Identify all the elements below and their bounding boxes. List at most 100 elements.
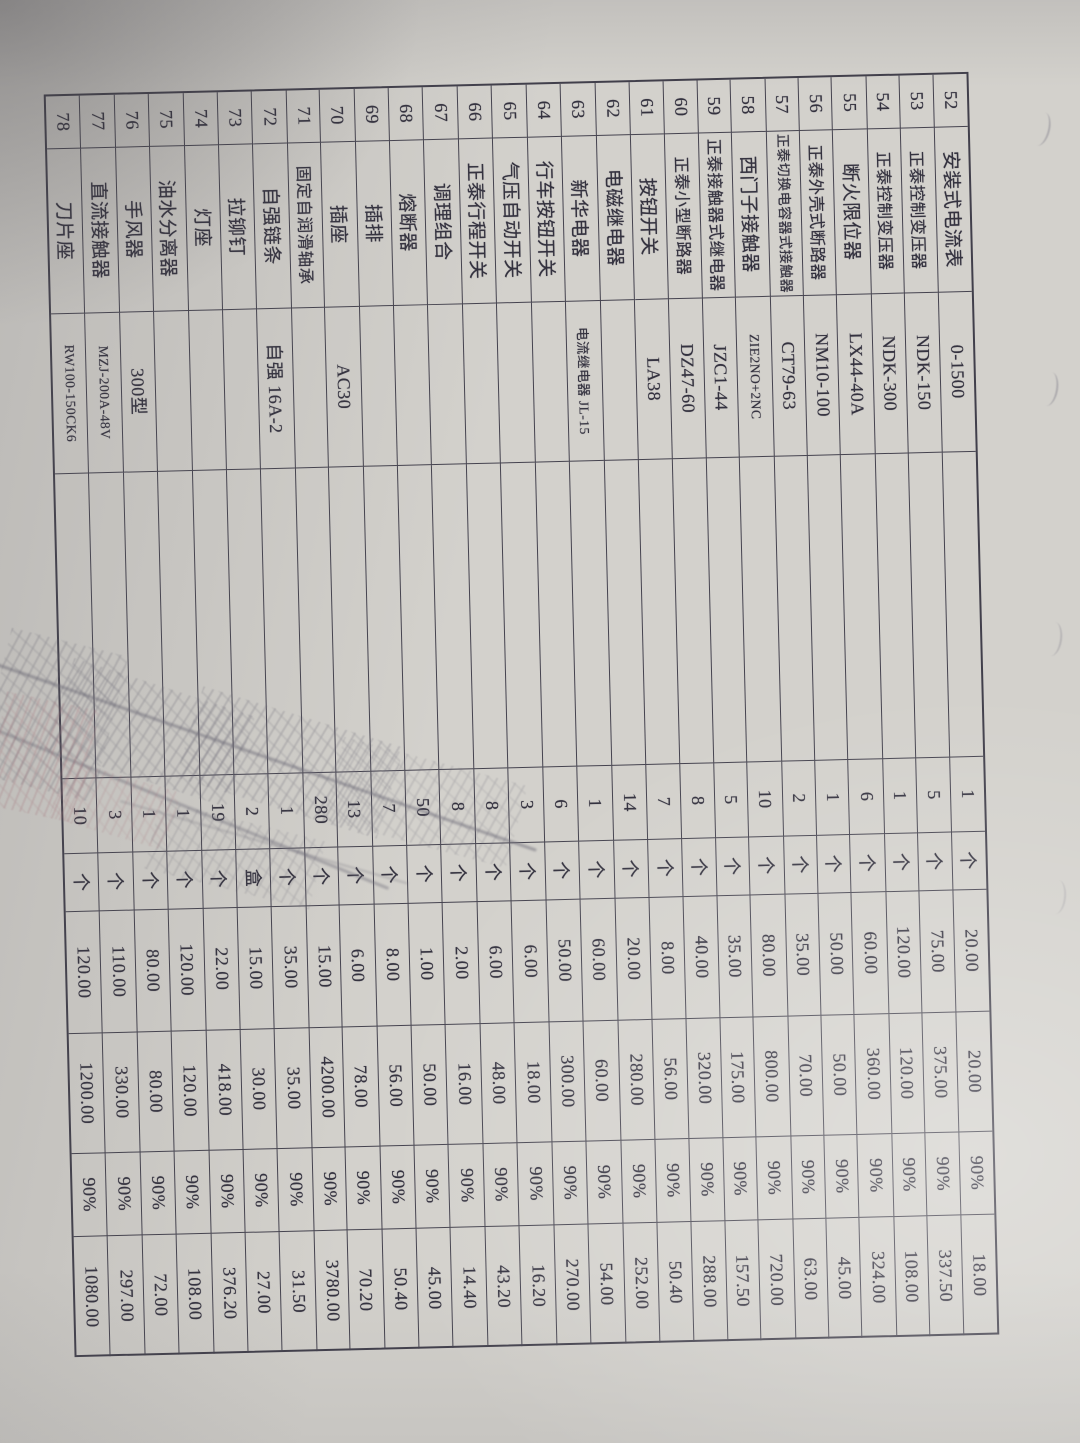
cell-discounted-total: 43.20 [484, 1226, 522, 1348]
cell-unit: 个 [304, 847, 339, 907]
cell-discounted-total: 108.00 [893, 1216, 930, 1338]
cell-quantity: 10 [746, 761, 783, 838]
cell-unit-price: 60.00 [579, 898, 618, 1022]
cell-serial-number: 67 [422, 86, 458, 141]
cell-quantity: 1 [267, 773, 305, 850]
cell-serial-number: 59 [696, 79, 732, 134]
cell-quantity: 7 [645, 764, 682, 840]
cell-amount: 16.00 [445, 1024, 483, 1145]
cell-discount: 90% [856, 1134, 894, 1218]
cell-serial-number: 73 [216, 91, 253, 146]
cell-item-name: 正泰控制变压器 [866, 128, 905, 295]
cell-amount: 1200.00 [68, 1033, 106, 1155]
cell-unit: 个 [647, 839, 683, 898]
cell-unit: 个 [132, 851, 168, 911]
cell-amount: 120.00 [170, 1030, 209, 1152]
cell-item-name: 电磁继电器 [595, 135, 634, 301]
cell-model-spec: NM10-100 [802, 295, 841, 456]
cell-unit: 个 [406, 845, 443, 904]
cell-quantity: 1 [814, 760, 850, 836]
cell-model-spec: MZJ-200A-48V [84, 312, 123, 474]
cell-item-name: 正泰接触器式继电器 [697, 132, 736, 299]
cell-serial-number: 78 [45, 95, 81, 150]
cell-discount: 90% [344, 1146, 382, 1231]
cell-discount: 90% [173, 1150, 211, 1235]
edge-curl-mark [1046, 879, 1068, 915]
cell-unit-price: 120.00 [885, 891, 922, 1015]
cell-serial-number: 66 [456, 85, 493, 140]
cell-item-name: 行车按钮开关 [526, 136, 566, 303]
cell-unit: 个 [269, 848, 306, 908]
cell-quantity: 1 [948, 756, 986, 833]
cell-amount: 48.00 [479, 1023, 517, 1145]
cell-item-name: 气压自动开关 [492, 137, 531, 304]
cell-item-name: 安装式电流表 [933, 126, 972, 293]
cell-amount: 360.00 [853, 1014, 892, 1135]
cell-unit-price: 120.00 [65, 911, 103, 1035]
cell-unit: 个 [371, 845, 408, 905]
cell-amount: 175.00 [719, 1017, 756, 1139]
cell-model-spec: AC30 [324, 306, 363, 468]
cell-model-spec [427, 304, 466, 466]
cell-discount: 90% [755, 1136, 792, 1221]
cell-serial-number: 68 [387, 87, 424, 142]
cell-item-name: 直流接触器 [80, 147, 119, 314]
cell-discount: 90% [722, 1137, 758, 1222]
cell-item-name: 正泰小型断路器 [664, 133, 702, 300]
cell-serial-number: 77 [79, 94, 115, 149]
cell-unit-price: 120.00 [167, 908, 206, 1032]
cell-item-name: 正泰外壳式断路器 [798, 130, 837, 297]
cell-amount: 78.00 [341, 1026, 380, 1148]
cell-quantity: 7 [370, 770, 407, 847]
cell-unit-price: 1.00 [407, 902, 446, 1026]
cell-unit-price: 8.00 [648, 897, 686, 1020]
cell-serial-number: 58 [729, 78, 766, 133]
cell-discounted-total: 18.00 [959, 1214, 998, 1336]
cell-discount: 90% [823, 1134, 859, 1219]
cell-quantity: 5 [915, 757, 951, 834]
cell-model-spec: 电流继电器 JL-15 [565, 300, 604, 462]
cell-amount: 300.00 [548, 1021, 586, 1143]
cell-quantity: 14 [610, 764, 648, 841]
cell-discount: 90% [654, 1139, 691, 1223]
cell-quantity: 19 [199, 775, 236, 851]
cell-item-name: 刀片座 [47, 148, 85, 315]
cell-unit: 个 [849, 834, 886, 894]
cell-item-name: 调理组合 [423, 139, 462, 306]
cell-unit: 个 [475, 843, 511, 903]
cell-quantity: 3 [95, 777, 133, 854]
cell-unit-price: 35.00 [271, 906, 309, 1030]
cell-quantity: 50 [404, 770, 441, 846]
cell-quantity: 8 [473, 768, 510, 845]
cell-serial-number: 72 [251, 90, 287, 145]
cell-unit: 个 [440, 844, 477, 903]
cell-discount: 90% [242, 1149, 280, 1233]
cell-model-spec: 0-1500 [937, 291, 976, 453]
cell-discounted-total: 324.00 [858, 1217, 897, 1338]
cell-discounted-total: 63.00 [791, 1218, 829, 1340]
cell-discounted-total: 54.00 [587, 1223, 625, 1345]
cell-model-spec [461, 303, 501, 465]
cell-unit: 个 [200, 850, 237, 909]
cell-discounted-total: 72.00 [141, 1234, 179, 1356]
cell-discounted-total: 288.00 [690, 1221, 728, 1342]
cell-serial-number: 70 [318, 88, 355, 143]
cell-serial-number: 54 [865, 75, 900, 130]
cell-discounted-total: 720.00 [757, 1219, 795, 1341]
cell-item-name: 正泰切换电容器式接触器 [765, 131, 803, 297]
cell-model-spec: CT79-63 [769, 296, 807, 457]
cell-unit-price: 80.00 [749, 894, 788, 1018]
table-rotation-wrapper: 52 安装式电流表 0-1500 1 个 20.00 20.00 90% 18.… [43, 71, 1000, 1358]
cell-model-spec [599, 300, 638, 461]
cell-quantity: 3 [507, 767, 544, 844]
cell-item-name: 拉铆钉 [218, 144, 257, 311]
cell-amount: 120.00 [888, 1013, 925, 1135]
cell-unit: 个 [64, 853, 100, 913]
cell-item-name: 插排 [354, 141, 394, 307]
cell-unit-price: 20.00 [952, 889, 990, 1013]
cell-unit-price: 40.00 [682, 896, 720, 1020]
cell-discount: 90% [924, 1132, 960, 1217]
cell-unit: 个 [509, 842, 546, 902]
cell-quantity: 6 [847, 759, 884, 836]
cell-amount: 35.00 [274, 1028, 312, 1150]
